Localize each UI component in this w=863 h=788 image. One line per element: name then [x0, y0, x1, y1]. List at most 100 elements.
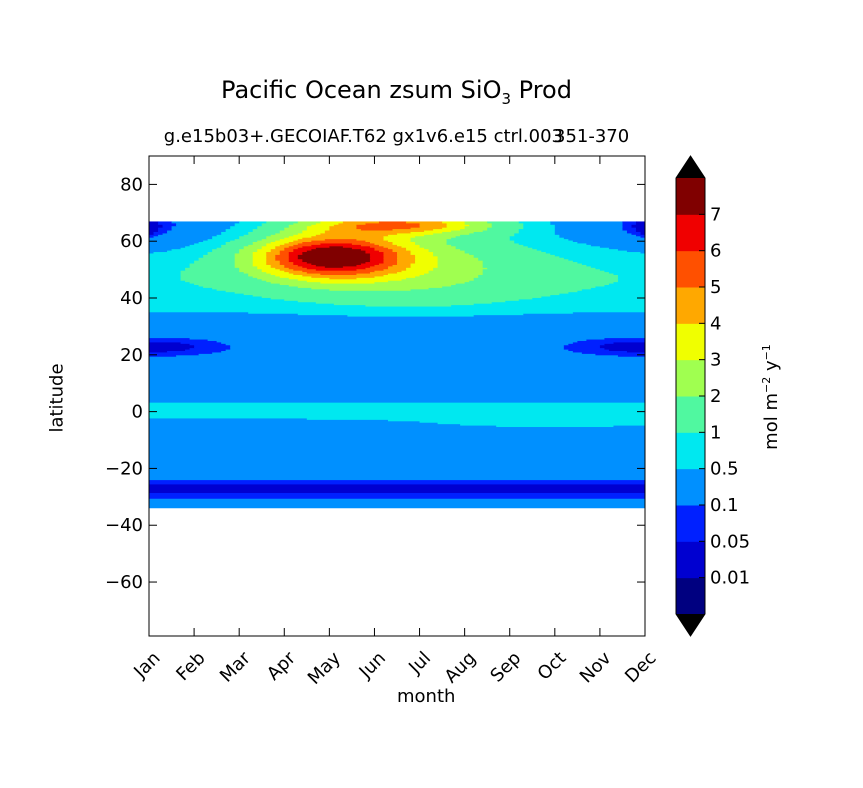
contour-cell: [392, 228, 434, 231]
contour-cell: [297, 247, 317, 250]
contour-cell: [234, 291, 569, 294]
colorbar-extend-min: [676, 614, 705, 636]
contour-cell: [608, 283, 645, 286]
contour-cell: [315, 264, 358, 267]
contour-cell: [410, 237, 452, 240]
contour-cell: [554, 254, 645, 257]
contour-cell: [194, 261, 236, 264]
contour-cell: [149, 268, 186, 271]
contour-cell: [523, 224, 556, 227]
contour-cell: [149, 455, 645, 458]
contour-cell: [315, 268, 358, 271]
contour-cell: [194, 344, 231, 347]
contour-cell: [455, 283, 610, 286]
contour-cell: [261, 238, 281, 241]
contour-cell: [252, 258, 267, 261]
contour-cell: [302, 274, 385, 277]
contour-cell: [626, 231, 642, 234]
contour-cell: [383, 274, 421, 277]
contour-cell: [257, 239, 276, 242]
contour-cell: [149, 488, 645, 491]
contour-cell: [180, 247, 218, 250]
contour-cell: [149, 465, 645, 468]
contour-cell: [149, 274, 182, 277]
contour-cell: [509, 238, 569, 241]
contour-cell: [293, 239, 312, 242]
contour-cell: [397, 255, 416, 258]
contour-cell: [293, 244, 312, 247]
contour-cell: [158, 221, 173, 224]
contour-cell: [149, 283, 195, 286]
colorbar-band: [676, 396, 705, 433]
contour-cell: [401, 270, 430, 273]
contour-cell: [455, 235, 511, 238]
contour-cell: [149, 241, 200, 244]
contour-cell: [149, 229, 159, 232]
contour-cell: [185, 268, 240, 271]
contour-cell: [266, 271, 290, 274]
contour-cell: [225, 343, 569, 346]
contour-cell: [378, 244, 398, 247]
contour-cell: [149, 242, 195, 245]
contour-cell: [149, 502, 645, 505]
contour-cell: [577, 340, 645, 343]
contour-cell: [171, 225, 231, 228]
contour-cell: [397, 232, 434, 235]
contour-cell: [487, 267, 596, 270]
contour-cell: [288, 251, 303, 254]
contour-cell: [595, 353, 645, 356]
contour-cell: [189, 264, 236, 267]
contour-cell: [446, 242, 520, 245]
contour-cell: [149, 281, 191, 284]
contour-cell: [608, 348, 645, 352]
contour-cell: [279, 251, 290, 254]
contour-cell: [149, 300, 299, 303]
contour-cell: [149, 505, 645, 508]
contour-cell: [410, 227, 443, 230]
contour-cell: [383, 255, 398, 258]
contour-cell: [496, 425, 615, 428]
contour-cell: [329, 228, 362, 231]
contour-cell: [383, 268, 407, 271]
contour-cell: [635, 222, 645, 225]
contour-cell: [374, 242, 394, 245]
contour-cell: [568, 348, 610, 352]
contour-cell: [149, 396, 645, 399]
contour-cell: [311, 239, 367, 242]
contour-cell: [149, 433, 645, 436]
contour-cell: [617, 275, 645, 278]
contour-cell: [491, 224, 524, 227]
contour-cell: [275, 247, 285, 250]
contour-cell: [234, 261, 254, 264]
contour-cell: [149, 364, 645, 367]
contour-cell: [284, 242, 299, 245]
contour-cell: [581, 262, 645, 265]
contour-cell: [419, 222, 448, 225]
contour-cell: [149, 430, 645, 433]
contour-cell: [536, 248, 619, 251]
contour-cell: [158, 228, 173, 231]
contour-cell: [149, 374, 645, 377]
contour-cell: [149, 270, 182, 273]
contour-cell: [266, 254, 276, 257]
contour-cell: [149, 457, 645, 461]
contour-cell: [523, 244, 592, 247]
contour-cell: [581, 351, 645, 354]
contour-cell: [149, 386, 645, 389]
contour-cell: [149, 234, 159, 237]
contour-cell: [270, 248, 285, 251]
contour-cell: [297, 221, 321, 224]
contour-cell: [424, 234, 461, 237]
contour-cell: [554, 224, 624, 227]
contour-cell: [523, 222, 551, 225]
contour-cell: [369, 245, 385, 248]
contour-cell: [415, 242, 448, 245]
colorbar-band: [676, 541, 705, 579]
contour-cell: [149, 290, 227, 293]
contour-cell: [261, 224, 290, 227]
contour-cell: [149, 419, 389, 422]
contour-cell: [293, 250, 308, 253]
contour-cell: [149, 238, 209, 241]
contour-cell: [149, 463, 645, 466]
contour-cell: [383, 258, 398, 261]
